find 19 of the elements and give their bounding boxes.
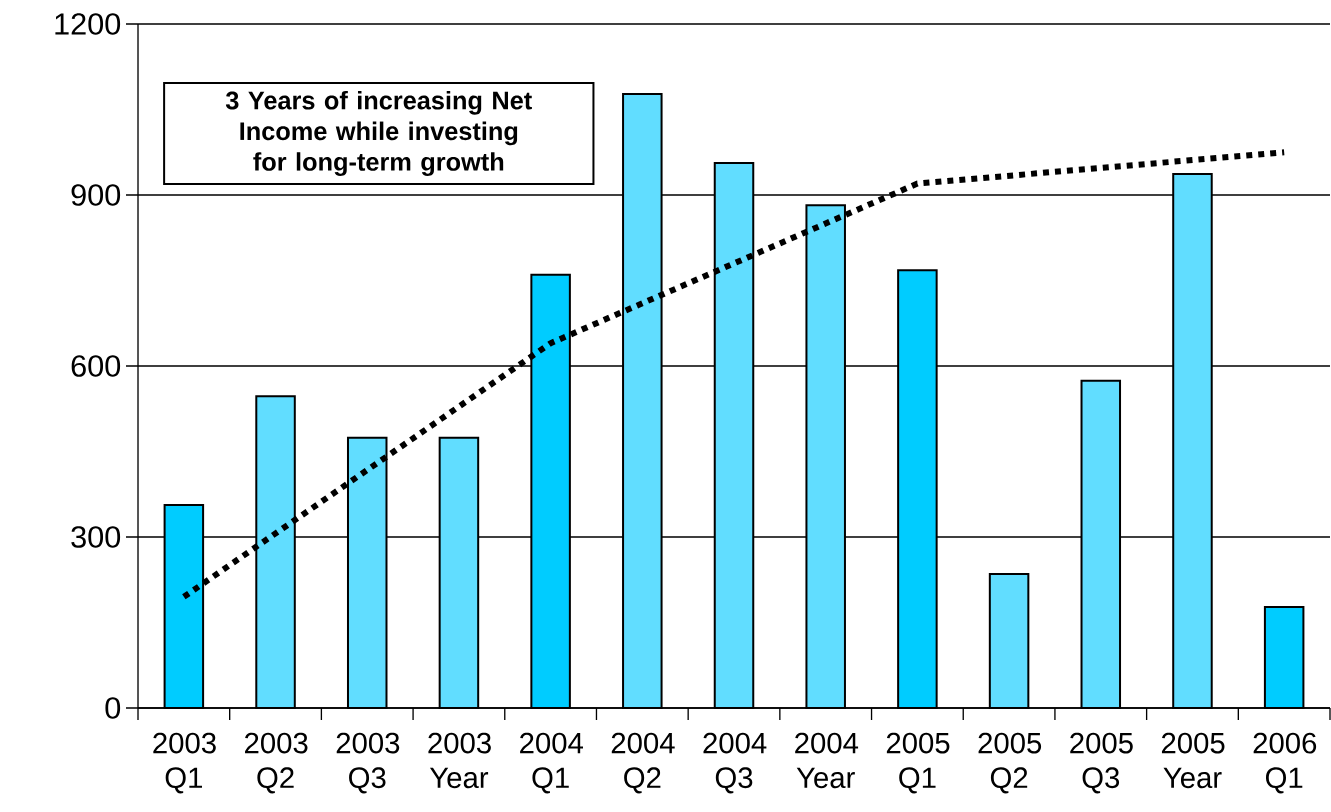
x-tick-label: 2005 Year — [1161, 732, 1225, 789]
x-tick-label: 2003 Year — [428, 732, 491, 789]
x-tick-label: 2006 Q1 — [1253, 732, 1317, 794]
x-tick-label: 2005 Q1 — [886, 732, 950, 794]
x-tick-label: 2004 Year — [795, 732, 859, 789]
x-tick-label: 2004 Q1 — [520, 732, 583, 794]
y-tick-label: 900 — [71, 184, 121, 206]
x-tick-label: 2005 Q2 — [978, 732, 1042, 794]
x-tick-label: 2005 Q3 — [1070, 732, 1133, 794]
x-tick-label: 2003 Q2 — [245, 732, 308, 794]
x-tick-label: 2004 Q3 — [703, 732, 767, 794]
annotation: 3 Years of increasing Net Income while investing for long-term growth — [225, 90, 532, 176]
x-tick-label: 2004 Q2 — [611, 732, 675, 794]
y-tick-label: 300 — [71, 526, 121, 548]
y-tick-label: 1200 — [55, 13, 121, 35]
x-tick-label: 2003 Q3 — [336, 732, 400, 794]
y-tick-label: 0 — [105, 697, 121, 719]
x-tick-label: 2003 Q1 — [153, 732, 216, 794]
y-tick-label: 600 — [71, 355, 121, 377]
